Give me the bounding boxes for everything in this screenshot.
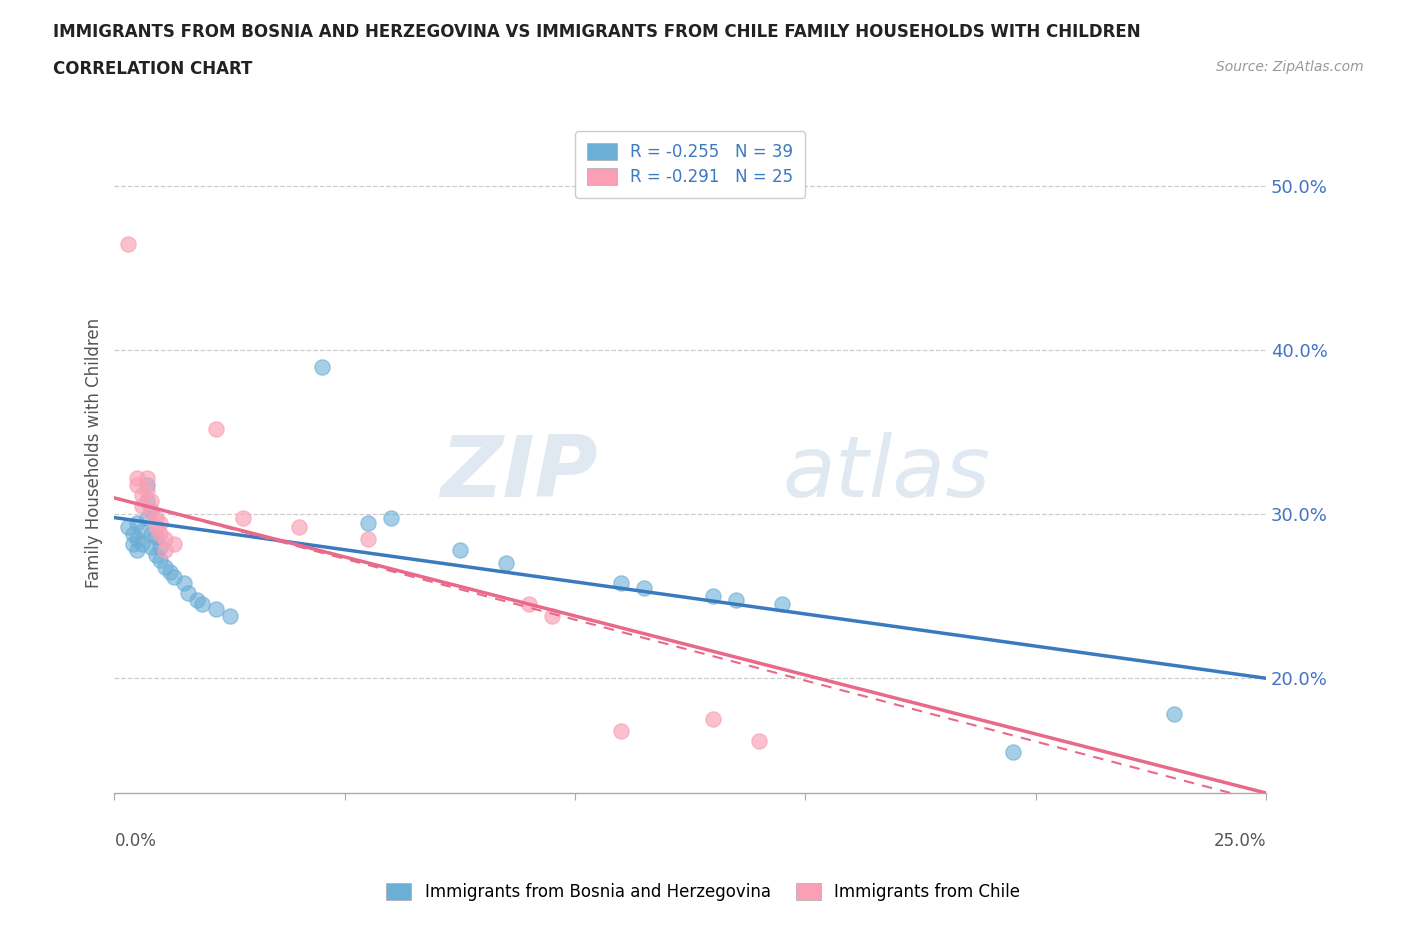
Point [177, 586, 200, 601]
Point [748, 733, 770, 748]
Point [127, 471, 149, 485]
Point [131, 537, 153, 551]
Point [173, 576, 195, 591]
Point [141, 494, 163, 509]
Point [1001, 745, 1024, 760]
Point [127, 515, 149, 530]
Point [517, 597, 540, 612]
Point [153, 531, 176, 546]
Point [204, 602, 226, 617]
Point [149, 515, 172, 530]
Point [127, 531, 149, 546]
Point [633, 580, 655, 595]
Point [145, 520, 167, 535]
Point [131, 498, 153, 513]
Point [145, 530, 167, 545]
Point [702, 589, 724, 604]
Point [135, 471, 157, 485]
Point [380, 511, 402, 525]
Point [204, 421, 226, 436]
Text: 0.0%: 0.0% [114, 832, 156, 850]
Text: IMMIGRANTS FROM BOSNIA AND HERZEGOVINA VS IMMIGRANTS FROM CHILE FAMILY HOUSEHOLD: IMMIGRANTS FROM BOSNIA AND HERZEGOVINA V… [53, 23, 1142, 41]
Point [149, 526, 172, 541]
Point [191, 597, 214, 612]
Point [1163, 707, 1185, 722]
Point [149, 539, 172, 554]
Point [121, 526, 143, 541]
Point [127, 477, 149, 492]
Point [770, 597, 793, 612]
Text: 25.0%: 25.0% [1213, 832, 1265, 850]
Point [495, 556, 517, 571]
Text: Source: ZipAtlas.com: Source: ZipAtlas.com [1216, 60, 1364, 74]
Point [163, 569, 186, 584]
Point [141, 539, 163, 554]
Point [449, 543, 471, 558]
Point [163, 537, 186, 551]
Text: CORRELATION CHART: CORRELATION CHART [53, 60, 253, 78]
Text: ZIP: ZIP [440, 432, 598, 514]
Point [121, 537, 143, 551]
Legend: R = -0.255   N = 39, R = -0.291   N = 25: R = -0.255 N = 39, R = -0.291 N = 25 [575, 131, 806, 197]
Point [145, 548, 167, 563]
Point [131, 524, 153, 538]
Point [141, 503, 163, 518]
Legend: Immigrants from Bosnia and Herzegovina, Immigrants from Chile: Immigrants from Bosnia and Herzegovina, … [380, 876, 1026, 908]
Point [153, 559, 176, 574]
Point [141, 503, 163, 518]
Point [135, 511, 157, 525]
Point [357, 515, 380, 530]
Point [610, 576, 633, 591]
Point [725, 592, 748, 607]
Point [311, 359, 333, 374]
Point [135, 494, 157, 509]
Point [131, 487, 153, 502]
Point [141, 526, 163, 541]
Point [135, 483, 157, 498]
Point [287, 520, 309, 535]
Point [135, 477, 157, 492]
Point [218, 608, 240, 623]
Point [357, 531, 380, 546]
Y-axis label: Family Households with Children: Family Households with Children [86, 318, 103, 588]
Text: atlas: atlas [782, 432, 990, 514]
Point [702, 711, 724, 726]
Point [610, 724, 633, 738]
Point [541, 608, 564, 623]
Point [149, 552, 172, 567]
Point [117, 236, 139, 251]
Point [186, 592, 208, 607]
Point [159, 565, 181, 579]
Point [117, 520, 139, 535]
Point [232, 511, 254, 525]
Point [127, 543, 149, 558]
Point [145, 511, 167, 525]
Point [153, 543, 176, 558]
